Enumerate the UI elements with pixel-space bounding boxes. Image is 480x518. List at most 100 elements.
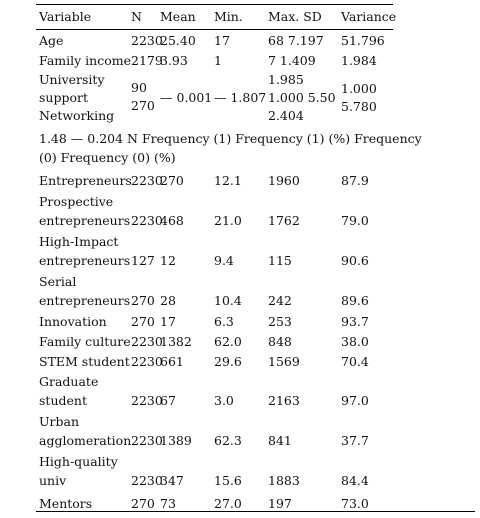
row-3-label-line2: entrepreneurs bbox=[39, 293, 131, 308]
family-income-label: Family income bbox=[39, 53, 131, 68]
row-7-frequency-0: 2163 bbox=[268, 393, 300, 408]
row-2-percent-1: 9.4 bbox=[214, 253, 234, 268]
row-0-percent-0: 87.9 bbox=[341, 173, 369, 188]
university-max-sd-line1: 1.985 bbox=[268, 72, 304, 87]
row-8-frequency-0: 841 bbox=[268, 433, 292, 448]
family-income-min: 1 bbox=[214, 53, 222, 68]
row-9-percent-1: 15.6 bbox=[214, 473, 242, 488]
university-max-sd-line2: 1.000 5.50 bbox=[268, 90, 336, 105]
row-0-frequency-0: 1960 bbox=[268, 173, 300, 188]
university-variance-line1: 1.000 bbox=[341, 81, 377, 96]
row-2-n: 127 bbox=[131, 253, 155, 268]
row-4-percent-1: 6.3 bbox=[214, 314, 234, 329]
row-4-percent-0: 93.7 bbox=[341, 314, 369, 329]
row-8-label-line2: agglomeration bbox=[39, 433, 132, 448]
row-8-label-line1: Urban bbox=[39, 414, 80, 429]
university-label-line1: University bbox=[39, 72, 105, 87]
row-1-percent-0: 79.0 bbox=[341, 213, 369, 228]
row-0-frequency-1: 270 bbox=[160, 173, 184, 188]
row-0-percent-1: 12.1 bbox=[214, 173, 242, 188]
age-mean: 25.40 bbox=[160, 33, 196, 48]
row-10-frequency-0: 197 bbox=[268, 496, 292, 511]
age-variance: 51.796 bbox=[341, 33, 385, 48]
row-9-label-line1: High-quality bbox=[39, 454, 118, 469]
section-header-line2: (0) Frequency (0) (%) bbox=[39, 150, 176, 165]
row-1-frequency-1: 468 bbox=[160, 213, 184, 228]
row-0-label-line1: Entrepreneurs bbox=[39, 173, 132, 188]
row-8-percent-0: 37.7 bbox=[341, 433, 369, 448]
row-8-frequency-1: 1389 bbox=[160, 433, 192, 448]
university-n-line2: 270 bbox=[131, 98, 155, 113]
row-2-label-line1: High-Impact bbox=[39, 234, 119, 249]
row-3-percent-0: 89.6 bbox=[341, 293, 369, 308]
university-label-line2: support bbox=[39, 90, 88, 105]
row-3-frequency-1: 28 bbox=[160, 293, 176, 308]
family-income-max-sd: 7 1.409 bbox=[268, 53, 316, 68]
row-7-frequency-1: 67 bbox=[160, 393, 176, 408]
row-8-percent-1: 62.3 bbox=[214, 433, 242, 448]
networking-label: Networking bbox=[39, 108, 115, 123]
row-4-label-line1: Innovation bbox=[39, 314, 107, 329]
university-n-line1: 90 bbox=[131, 80, 147, 95]
row-1-label-line1: Prospective bbox=[39, 194, 114, 209]
age-max-sd: 68 7.197 bbox=[268, 33, 324, 48]
header-min: Min. bbox=[214, 9, 243, 24]
family-income-mean: 3.93 bbox=[160, 53, 188, 68]
row-1-percent-1: 21.0 bbox=[214, 213, 242, 228]
university-mean: — 0.001 bbox=[160, 90, 213, 105]
row-2-frequency-1: 12 bbox=[160, 253, 176, 268]
row-6-percent-0: 70.4 bbox=[341, 354, 369, 369]
age-min: 17 bbox=[214, 33, 230, 48]
row-5-percent-1: 62.0 bbox=[214, 334, 242, 349]
family-income-variance: 1.984 bbox=[341, 53, 377, 68]
age-label: Age bbox=[39, 33, 64, 48]
row-2-percent-0: 90.6 bbox=[341, 253, 369, 268]
row-5-label-line1: Family culture bbox=[39, 334, 131, 349]
row-6-n: 2230 bbox=[131, 354, 163, 369]
header-rule bbox=[36, 29, 393, 30]
row-9-label-line2: univ bbox=[39, 473, 67, 488]
header-variable: Variable bbox=[39, 9, 92, 24]
row-10-label-line1: Mentors bbox=[39, 496, 93, 511]
row-7-percent-0: 97.0 bbox=[341, 393, 369, 408]
row-2-label-line2: entrepreneurs bbox=[39, 253, 131, 268]
row-10-frequency-1: 73 bbox=[160, 496, 176, 511]
row-5-n: 2230 bbox=[131, 334, 163, 349]
row-1-n: 2230 bbox=[131, 213, 163, 228]
row-2-frequency-0: 115 bbox=[268, 253, 292, 268]
row-7-label-line1: Graduate bbox=[39, 374, 99, 389]
section-header-line1: 1.48 — 0.204 N Frequency (1) Frequency (… bbox=[39, 131, 422, 146]
header-n: N bbox=[131, 9, 142, 24]
row-5-frequency-1: 1382 bbox=[160, 334, 192, 349]
row-7-n: 2230 bbox=[131, 393, 163, 408]
row-1-label-line2: entrepreneurs bbox=[39, 213, 131, 228]
row-9-percent-0: 84.4 bbox=[341, 473, 369, 488]
row-10-n: 270 bbox=[131, 496, 155, 511]
row-3-n: 270 bbox=[131, 293, 155, 308]
age-n: 2230 bbox=[131, 33, 163, 48]
bottom-rule bbox=[36, 511, 475, 512]
university-max-sd-line3: 2.404 bbox=[268, 108, 304, 123]
row-1-frequency-0: 1762 bbox=[268, 213, 300, 228]
row-4-frequency-0: 253 bbox=[268, 314, 292, 329]
row-9-frequency-1: 347 bbox=[160, 473, 184, 488]
row-7-label-line2: student bbox=[39, 393, 87, 408]
row-4-n: 270 bbox=[131, 314, 155, 329]
row-6-label-line1: STEM student bbox=[39, 354, 130, 369]
header-max-sd: Max. SD bbox=[268, 9, 322, 24]
row-3-percent-1: 10.4 bbox=[214, 293, 242, 308]
row-4-frequency-1: 17 bbox=[160, 314, 176, 329]
row-6-frequency-1: 661 bbox=[160, 354, 184, 369]
university-min: — 1.807 bbox=[214, 90, 267, 105]
row-6-frequency-0: 1569 bbox=[268, 354, 300, 369]
row-7-percent-1: 3.0 bbox=[214, 393, 234, 408]
row-0-n: 2230 bbox=[131, 173, 163, 188]
row-3-label-line1: Serial bbox=[39, 274, 77, 289]
family-income-n: 2179 bbox=[131, 53, 163, 68]
row-10-percent-1: 27.0 bbox=[214, 496, 242, 511]
row-3-frequency-0: 242 bbox=[268, 293, 292, 308]
row-5-percent-0: 38.0 bbox=[341, 334, 369, 349]
row-10-percent-0: 73.0 bbox=[341, 496, 369, 511]
header-mean: Mean bbox=[160, 9, 196, 24]
